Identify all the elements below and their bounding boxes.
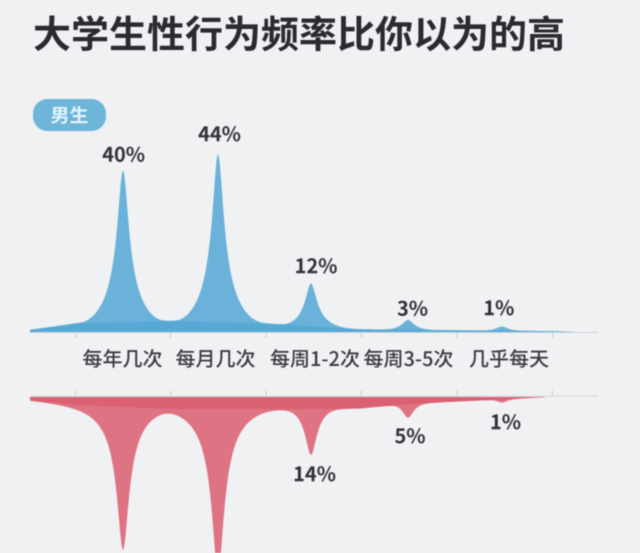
male-series-area	[30, 153, 598, 338]
female-baseline-band	[30, 397, 545, 409]
female-series-area	[30, 390, 598, 553]
male-baseline-band	[30, 321, 576, 332]
badge-pill	[33, 99, 106, 131]
